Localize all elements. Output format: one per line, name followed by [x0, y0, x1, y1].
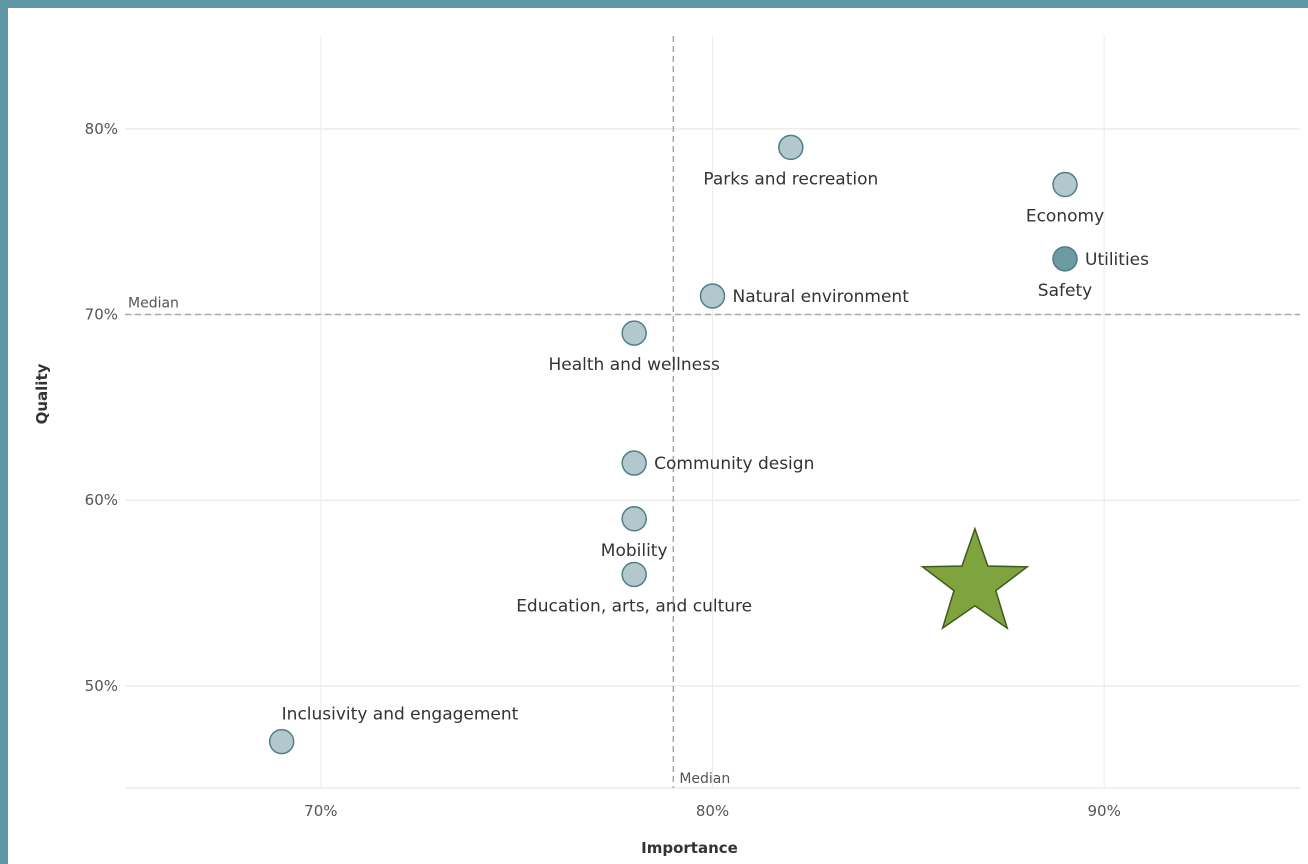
data-point [699, 283, 726, 309]
median-horizontal-label: Median [128, 296, 179, 312]
point-label: Inclusivity and engagement [282, 705, 519, 725]
data-point [778, 134, 804, 161]
scatter-chart: 70% 80% 90% 50% 60% 70% 80% Importance Quality Me… [33, 36, 1300, 857]
point-label: Safety [1038, 281, 1092, 301]
x-tick-label: 90% [1087, 802, 1120, 820]
x-tick-label: 80% [696, 802, 729, 820]
point-label: Education, arts, and culture [516, 596, 752, 616]
y-axis-title: Quality [33, 363, 51, 424]
point-label: Natural environment [733, 287, 910, 307]
x-axis-title: Importance [641, 839, 738, 857]
point-label: Health and wellness [548, 355, 720, 375]
y-tick-label: 70% [85, 306, 118, 324]
data-point [1052, 246, 1078, 272]
median-vertical-label: Median [679, 771, 730, 787]
data-point [621, 320, 647, 346]
y-tick-label: 50% [85, 677, 118, 695]
x-tick-label: 70% [304, 802, 337, 820]
point-label: Community design [654, 454, 814, 474]
data-point [621, 506, 647, 532]
y-tick-label: 80% [85, 120, 118, 138]
point-label: Utilities [1085, 250, 1149, 270]
data-point [621, 450, 647, 476]
star-icon [920, 526, 1030, 631]
data-point [268, 728, 295, 755]
point-label: Mobility [601, 541, 668, 561]
chart-panel: 70% 80% 90% 50% 60% 70% 80% Importance Quality Me… [8, 8, 1308, 864]
point-label: Parks and recreation [703, 169, 878, 189]
data-point [1052, 171, 1078, 198]
data-point [621, 561, 647, 588]
y-tick-label: 60% [85, 491, 118, 509]
point-label: Economy [1026, 207, 1104, 227]
